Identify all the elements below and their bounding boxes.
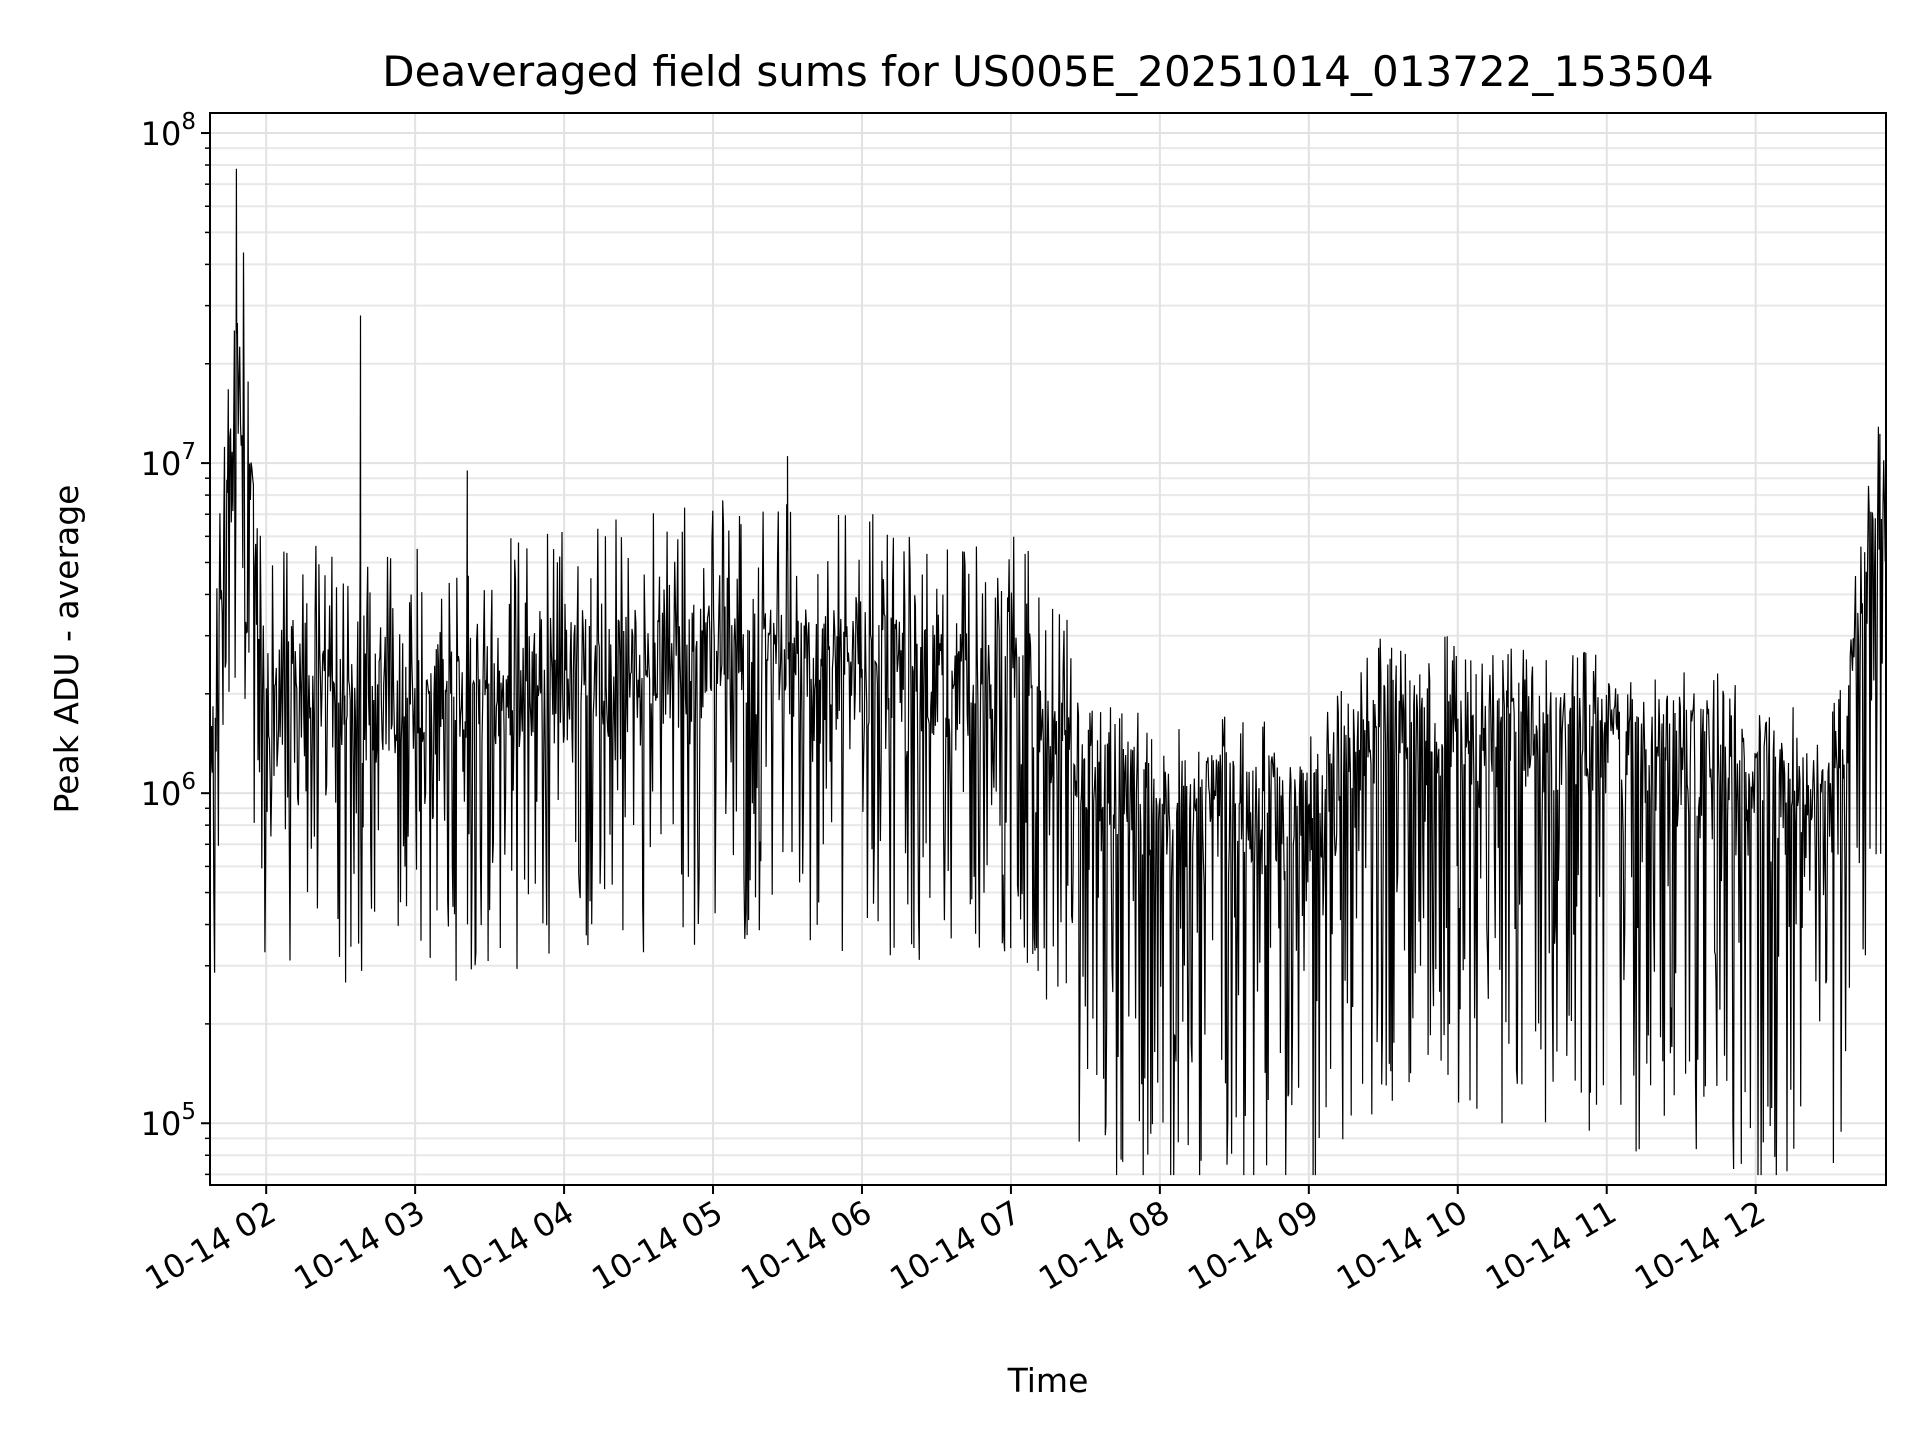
y-tick-label: 106 xyxy=(141,769,196,813)
x-axis-label: Time xyxy=(1007,1361,1089,1400)
y-axis-label: Peak ADU - average xyxy=(47,485,86,814)
chart-title: Deaveraged field sums for US005E_2025101… xyxy=(382,47,1713,96)
plot-frame xyxy=(209,112,1887,1186)
series-line xyxy=(209,168,1887,1176)
y-tick-label: 108 xyxy=(141,109,196,153)
y-tick-label: 105 xyxy=(141,1099,196,1143)
y-tick-label: 107 xyxy=(141,439,196,483)
series-layer xyxy=(209,168,1887,1176)
